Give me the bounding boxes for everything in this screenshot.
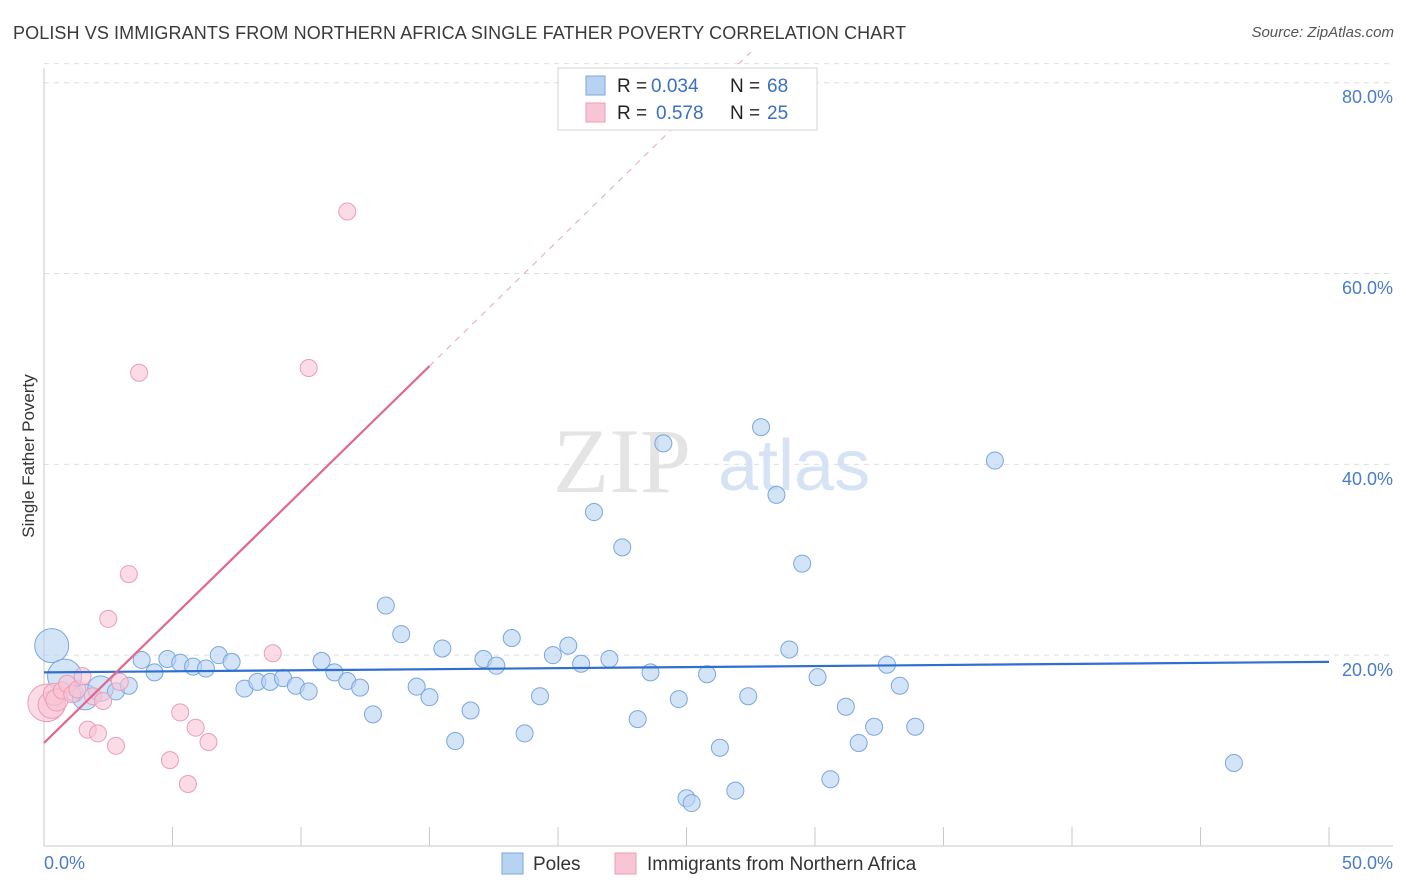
y-tick-labels: 20.0% 40.0% 60.0% 80.0%: [1342, 87, 1393, 680]
poles-point: [222, 652, 241, 671]
poles-point: [446, 732, 465, 751]
y-tick-label-60: 60.0%: [1342, 278, 1393, 298]
poles-point: [34, 628, 70, 664]
watermark-zip: ZIP: [553, 410, 691, 512]
poles-point: [515, 724, 534, 743]
poles-point: [363, 705, 382, 724]
poles-point: [600, 649, 619, 668]
poles-point: [407, 677, 426, 696]
poles-point: [628, 710, 647, 729]
legend-swatch-africa: [614, 852, 637, 875]
poles-point: [584, 503, 603, 522]
trend-line-africa: [43, 365, 431, 744]
poles-point: [985, 451, 1004, 470]
poles-point: [487, 656, 506, 675]
africa-point: [110, 672, 129, 691]
stats-legend-n-label-poles: N =: [730, 76, 760, 97]
poles-point: [808, 668, 827, 687]
stats-legend-n-label-africa: N =: [730, 103, 760, 124]
poles-point: [654, 434, 673, 453]
y-tick-label-80: 80.0%: [1342, 87, 1393, 107]
trend-line-poles: [43, 660, 1330, 674]
y-tick-label-40: 40.0%: [1342, 469, 1393, 489]
poles-point: [698, 665, 717, 684]
poles-point: [726, 781, 745, 800]
y-tick-label-20: 20.0%: [1342, 660, 1393, 680]
africa-point: [171, 703, 190, 722]
poles-point: [780, 640, 799, 659]
africa-point: [199, 733, 218, 752]
stats-legend-r-value-africa: 0.578: [656, 103, 704, 124]
poles-point: [710, 738, 729, 757]
poles-point: [433, 639, 452, 658]
africa-point: [338, 202, 357, 221]
stats-legend-n-value-africa: 25: [767, 103, 788, 124]
legend-label-poles: Poles: [533, 854, 581, 875]
x-tick-label-min: 0.0%: [44, 853, 85, 873]
stats-legend-n-value-poles: 68: [767, 76, 788, 97]
x-axis-ticks: [43, 827, 1330, 846]
poles-point: [865, 717, 884, 736]
poles-point: [849, 733, 868, 752]
poles-point: [906, 717, 925, 736]
y-axis-title: Single Father Poverty: [19, 374, 38, 538]
chart-source: Source: ZipAtlas.com: [1251, 24, 1394, 41]
stats-legend-swatch-poles: [585, 75, 606, 96]
legend-label-africa: Immigrants from Northern Africa: [647, 854, 917, 875]
poles-point: [559, 636, 578, 655]
poles-point: [420, 688, 439, 707]
africa-point: [88, 724, 107, 743]
poles-point: [196, 659, 215, 678]
trend-lines: [43, 51, 1330, 744]
africa-point: [99, 609, 118, 628]
poles-point: [1224, 753, 1243, 772]
chart-title: POLISH VS IMMIGRANTS FROM NORTHERN AFRIC…: [13, 23, 907, 43]
poles-point: [613, 538, 632, 557]
poles-point: [669, 690, 688, 709]
africa-point: [160, 751, 179, 770]
poles-point: [376, 596, 395, 615]
africa-point: [73, 667, 92, 686]
poles-point: [572, 654, 591, 673]
stats-legend-r-value-poles: 0.034: [651, 76, 699, 97]
poles-point: [821, 770, 840, 789]
africa-point: [94, 691, 113, 710]
watermark: ZIP atlas: [553, 410, 870, 512]
poles-point: [836, 697, 855, 716]
poles-point: [767, 485, 786, 504]
poles-point: [299, 682, 318, 701]
poles-point: [392, 625, 411, 644]
series-legend: Poles Immigrants from Northern Africa: [501, 852, 917, 875]
poles-point: [682, 794, 701, 813]
poles-point: [502, 629, 521, 648]
poles-point: [739, 687, 758, 706]
africa-point: [263, 644, 282, 663]
watermark-atlas: atlas: [718, 426, 870, 506]
africa-point: [186, 718, 205, 737]
grid-lines: [44, 63, 1393, 656]
poles-point: [531, 687, 550, 706]
poles-point: [461, 701, 480, 720]
poles-point: [793, 554, 812, 573]
poles-point: [351, 678, 370, 697]
stats-legend-r-label-africa: R =: [617, 103, 647, 124]
stats-legend: R = 0.034 N = 68 R = 0.578 N = 25: [557, 67, 818, 131]
poles-point: [325, 663, 344, 682]
stats-legend-swatch-africa: [585, 102, 606, 123]
africa-point: [119, 565, 138, 584]
stats-legend-r-label-poles: R =: [617, 76, 647, 97]
poles-point: [543, 646, 562, 665]
poles-point: [752, 418, 771, 437]
x-tick-label-max: 50.0%: [1342, 853, 1393, 873]
africa-point: [299, 358, 318, 377]
africa-point: [106, 736, 125, 755]
series-northern-africa: [27, 202, 357, 793]
poles-point: [132, 650, 151, 669]
legend-swatch-poles: [501, 852, 524, 875]
africa-point: [178, 774, 197, 793]
africa-point: [130, 363, 149, 382]
poles-point: [890, 676, 909, 695]
